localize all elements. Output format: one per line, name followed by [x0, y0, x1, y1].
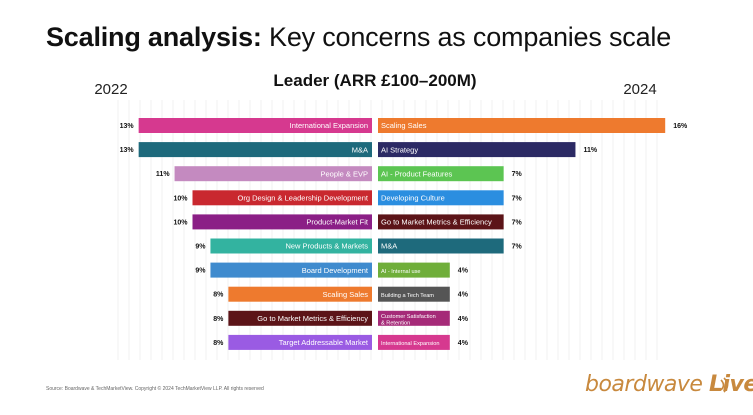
bar-label-2022: People & EVP — [320, 169, 368, 178]
bar-label-2024: Customer Satisfaction & Retention — [381, 314, 436, 327]
value-label-2024: 4% — [458, 292, 469, 299]
value-label-2024: 4% — [458, 316, 469, 323]
boardwave-logo: boardwave Live — [585, 372, 753, 397]
bar-label-2024: Building a Tech Team — [381, 293, 434, 299]
bar-2024 — [378, 286, 450, 302]
bar-2022 — [210, 238, 372, 254]
value-label-2022: 8% — [213, 340, 224, 347]
bar-label-2022: Scaling Sales — [323, 290, 369, 299]
value-label-2022: 10% — [173, 219, 188, 226]
bar-label-2024: M&A — [381, 242, 397, 251]
bar-label-2024: Scaling Sales — [381, 121, 427, 130]
value-label-2024: 11% — [583, 147, 597, 154]
bar-2024 — [378, 166, 504, 182]
bar-2022 — [138, 142, 372, 158]
bar-2024 — [378, 142, 576, 158]
bar-2022 — [228, 286, 372, 302]
value-label-2022: 10% — [173, 195, 188, 202]
bar-label-2022: Go to Market Metrics & Efficiency — [257, 314, 368, 323]
value-label-2024: 7% — [512, 171, 523, 178]
bar-2022 — [228, 310, 372, 326]
bar-2024 — [378, 334, 450, 350]
bar-label-2022: Board Development — [302, 266, 369, 275]
bar-2022 — [228, 334, 372, 350]
bar-2022 — [174, 166, 372, 182]
bar-label-2022: Org Design & Leadership Development — [238, 194, 369, 203]
title-rest: Key concerns as companies scale — [261, 22, 672, 52]
bar-label-2024: Developing Culture — [381, 194, 445, 203]
bar-2024 — [378, 310, 450, 326]
value-label-2022: 8% — [213, 316, 224, 323]
value-label-2024: 16% — [673, 123, 688, 130]
page-title: Scaling analysis: Key concerns as compan… — [46, 22, 671, 53]
bar-2024 — [378, 214, 504, 230]
right-year-label: 2024 — [623, 81, 656, 98]
broadcast-icon — [720, 377, 729, 393]
value-label-2024: 7% — [512, 195, 523, 202]
bar-label-2024: International Expansion — [381, 341, 439, 347]
source-note: Source: Boardwave & TechMarketView. Copy… — [46, 386, 264, 392]
title-bold: Scaling analysis: — [46, 22, 262, 52]
value-label-2022: 13% — [120, 123, 135, 130]
bar-2024 — [378, 118, 666, 133]
bar-2022 — [138, 118, 372, 133]
bar-2022 — [192, 190, 372, 206]
bar-label-2022: International Expansion — [290, 121, 368, 130]
chart-bars: International Expansion 13% M&A 13% People &… — [120, 118, 688, 350]
bar-2024 — [378, 262, 450, 278]
bar-label-2022: M&A — [352, 145, 368, 154]
left-year-label: 2022 — [94, 81, 127, 98]
value-label-2024: 7% — [512, 219, 523, 226]
bar-label-2022: New Products & Markets — [285, 242, 368, 251]
chart-title: Leader (ARR £100–200M) — [273, 71, 476, 90]
value-label-2022: 13% — [120, 147, 135, 154]
bar-label-2024: AI - Product Features — [381, 169, 453, 178]
logo-live-text: Live — [708, 372, 753, 397]
bar-label-line: Customer Satisfaction — [381, 314, 436, 320]
bar-label-2024: AI - Internal use — [381, 269, 421, 275]
logo-text: boardwave — [585, 372, 703, 397]
bar-label-2024: AI Strategy — [381, 145, 418, 154]
bar-2024 — [378, 238, 504, 254]
bar-label-2024: Go to Market Metrics & Efficiency — [381, 218, 492, 227]
bar-2022 — [210, 262, 372, 278]
value-label-2024: 7% — [512, 244, 523, 251]
bar-label-2022: Target Addressable Market — [279, 338, 369, 347]
bar-label-2022: Product-Market Fit — [306, 218, 369, 227]
value-label-2024: 4% — [458, 340, 469, 347]
value-label-2022: 9% — [195, 244, 206, 251]
bar-2024 — [378, 190, 504, 206]
value-label-2024: 4% — [458, 268, 469, 275]
value-label-2022: 9% — [195, 268, 206, 275]
value-label-2022: 8% — [213, 292, 224, 299]
bar-2022 — [192, 214, 372, 230]
value-label-2022: 11% — [156, 171, 170, 178]
bar-label-line: & Retention — [381, 321, 410, 327]
